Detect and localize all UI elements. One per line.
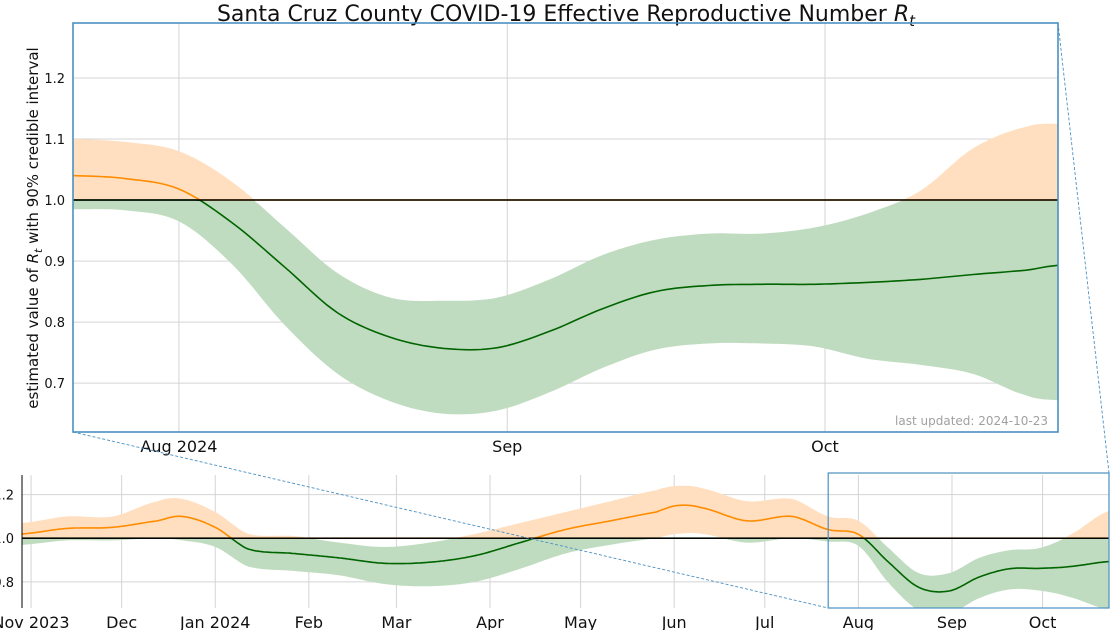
zoomed-series — [73, 123, 1058, 415]
zoomed-panel: 0.7 0.8 0.9 1.0 1.1 1.2 Aug 2024 Sep Oct — [44, 22, 1059, 456]
zoomed-x-tick-label: Aug 2024 — [140, 437, 217, 456]
last-updated-note: last updated: 2024-10-23 — [895, 414, 1048, 428]
overview-x-tick-label: Apr — [476, 613, 504, 630]
overview-x-tick-label: Mar — [381, 613, 412, 630]
zoomed-y-tick-label: 0.7 — [44, 377, 65, 392]
zoomed-band-above — [73, 123, 1058, 200]
zoom-connector-right — [1057, 22, 1110, 474]
overview-band-above — [22, 485, 1109, 539]
overview-x-tick-label: Sep — [937, 613, 967, 630]
overview-x-tick-label: Jan 2024 — [179, 613, 250, 630]
zoomed-y-tick-label: 0.8 — [44, 316, 65, 331]
zoomed-line-below — [73, 199, 1058, 351]
zoomed-band-below — [73, 200, 1058, 415]
zoomed-y-tick-label: 0.9 — [44, 255, 65, 270]
zoom-connectors — [72, 22, 1110, 609]
zoomed-y-tick-label: 1.1 — [44, 133, 65, 148]
zoomed-x-tick-label: Sep — [492, 437, 522, 456]
overview-series — [22, 485, 1109, 608]
overview-x-tick-label: Aug — [843, 613, 874, 630]
zoom-connector-left — [72, 431, 829, 609]
overview-band-below — [22, 538, 1109, 608]
overview-x-tick-label: Jun — [661, 613, 687, 630]
chart-title: Santa Cruz County COVID-19 Effective Rep… — [217, 2, 916, 30]
y-axis-label: estimated value of Rt with 90% credible … — [24, 47, 45, 408]
zoom-window-frame — [827, 472, 1110, 609]
overview-x-tick-label: May — [564, 613, 597, 630]
overview-x-tick-label: Jul — [754, 613, 774, 630]
overview-x-tick-label: Feb — [295, 613, 323, 630]
zoomed-y-tick-label: 1.2 — [44, 72, 65, 87]
overview-x-tick-label: Oct — [1029, 613, 1057, 630]
overview-y-tick-label: 1.2 — [0, 489, 14, 504]
zoomed-frame — [72, 22, 1059, 433]
overview-y-tick-label: 0.8 — [0, 576, 14, 591]
zoomed-y-tick-label: 1.0 — [44, 194, 65, 209]
overview-x-tick-label: Dec — [106, 613, 137, 630]
zoomed-x-tick-label: Oct — [811, 437, 839, 456]
overview-panel: 0.8 1.0 1.2 Nov 2023 Dec Jan 2024 Feb Mar Apr May… — [0, 475, 1109, 630]
overview-y-tick-label: 1.0 — [0, 532, 14, 547]
overview-x-tick-label: Nov 2023 — [0, 613, 70, 630]
